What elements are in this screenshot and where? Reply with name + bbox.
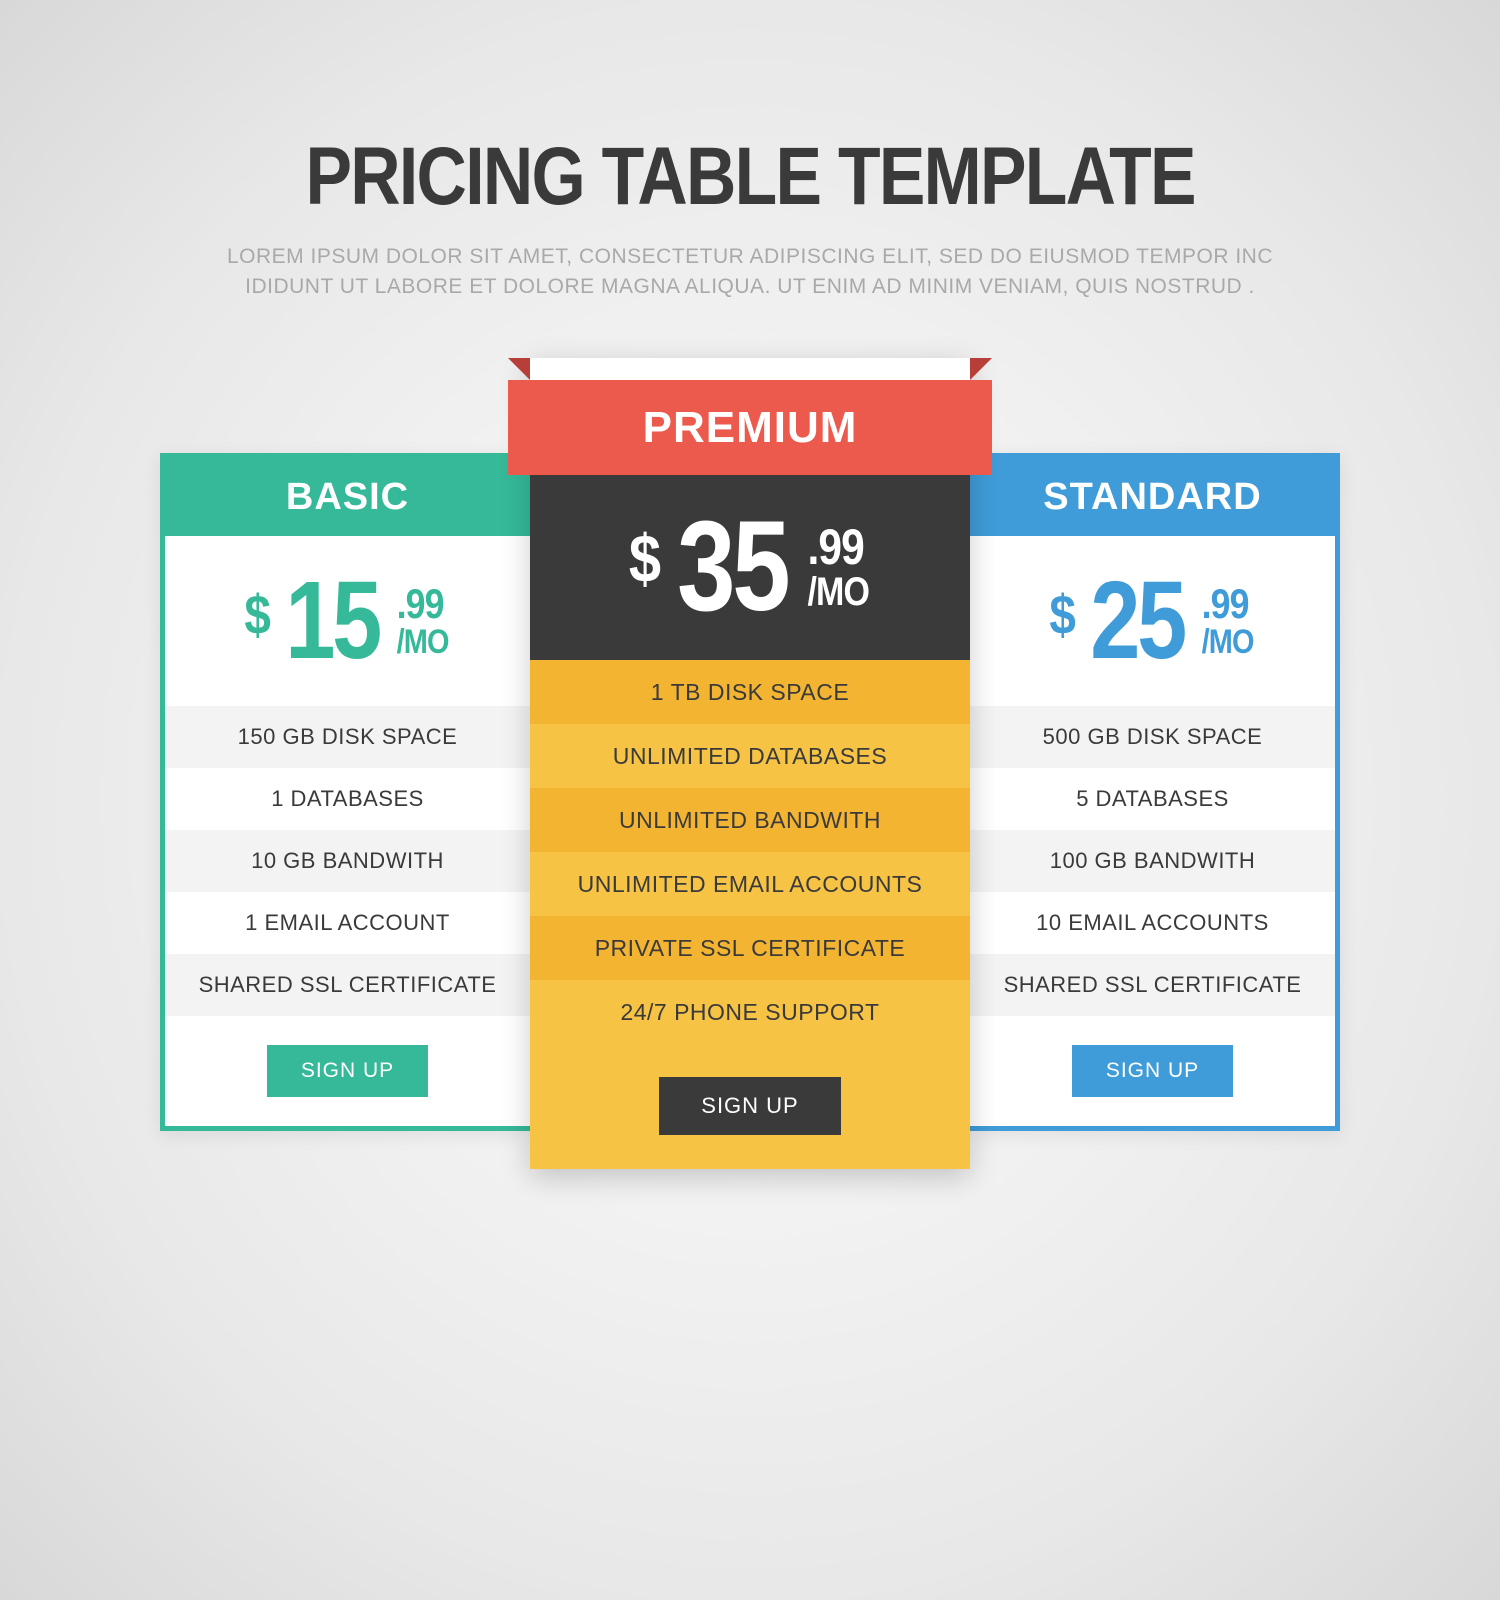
price-dollars: 15	[286, 566, 380, 676]
price-period: /MO	[1201, 625, 1253, 659]
plan-card-standard: STANDARD $ 25 .99 /MO 500 GB DISK SPACE …	[970, 453, 1340, 1131]
feature-item: 1 TB DISK SPACE	[530, 660, 970, 724]
price-period: /MO	[396, 625, 448, 659]
currency-symbol: $	[244, 582, 270, 647]
ribbon-fold-left	[508, 358, 530, 380]
feature-list-basic: 150 GB DISK SPACE 1 DATABASES 10 GB BAND…	[165, 706, 530, 1016]
feature-item: 24/7 PHONE SUPPORT	[530, 980, 970, 1044]
signup-button-standard[interactable]: SIGN UP	[1072, 1045, 1233, 1097]
plan-card-premium: PREMIUM $ 35 .99 /MO 1 TB DISK SPACE UNL…	[530, 358, 970, 1169]
currency-symbol: $	[628, 520, 660, 598]
feature-item: 500 GB DISK SPACE	[970, 706, 1335, 768]
feature-item: 10 EMAIL ACCOUNTS	[970, 892, 1335, 954]
plan-header-premium: PREMIUM	[508, 380, 992, 475]
page-title: PRICING TABLE TEMPLATE	[305, 130, 1194, 224]
feature-item: 1 DATABASES	[165, 768, 530, 830]
feature-item: UNLIMITED BANDWITH	[530, 788, 970, 852]
plan-header-basic: BASIC	[165, 458, 530, 536]
feature-item: UNLIMITED DATABASES	[530, 724, 970, 788]
plan-price-basic: $ 15 .99 /MO	[165, 536, 530, 706]
price-dollars: 35	[678, 503, 788, 631]
feature-item: 1 EMAIL ACCOUNT	[165, 892, 530, 954]
feature-list-standard: 500 GB DISK SPACE 5 DATABASES 100 GB BAN…	[970, 706, 1335, 1016]
cta-wrap-basic: SIGN UP	[165, 1016, 530, 1126]
feature-item: 10 GB BANDWITH	[165, 830, 530, 892]
plan-price-standard: $ 25 .99 /MO	[970, 536, 1335, 706]
price-cents: .99	[807, 522, 869, 572]
feature-item: PRIVATE SSL CERTIFICATE	[530, 916, 970, 980]
feature-item: 100 GB BANDWITH	[970, 830, 1335, 892]
page-subtitle: LOREM IPSUM DOLOR SIT AMET, CONSECTETUR …	[200, 242, 1300, 303]
price-dollars: 25	[1091, 566, 1185, 676]
plan-header-standard: STANDARD	[970, 458, 1335, 536]
price-cents: .99	[1201, 583, 1253, 625]
feature-item: 5 DATABASES	[970, 768, 1335, 830]
feature-item: SHARED SSL CERTIFICATE	[970, 954, 1335, 1016]
price-cents: .99	[396, 583, 448, 625]
plan-price-premium: $ 35 .99 /MO	[530, 475, 970, 660]
pricing-tables: BASIC $ 15 .99 /MO 150 GB DISK SPACE 1 D…	[160, 358, 1340, 1169]
ribbon-fold-right	[970, 358, 992, 380]
feature-item: 150 GB DISK SPACE	[165, 706, 530, 768]
currency-symbol: $	[1049, 582, 1075, 647]
feature-list-premium: 1 TB DISK SPACE UNLIMITED DATABASES UNLI…	[530, 660, 970, 1044]
price-period: /MO	[807, 572, 869, 612]
feature-item: UNLIMITED EMAIL ACCOUNTS	[530, 852, 970, 916]
feature-item: SHARED SSL CERTIFICATE	[165, 954, 530, 1016]
signup-button-premium[interactable]: SIGN UP	[659, 1077, 840, 1135]
cta-wrap-premium: SIGN UP	[530, 1044, 970, 1169]
plan-card-basic: BASIC $ 15 .99 /MO 150 GB DISK SPACE 1 D…	[160, 453, 530, 1131]
signup-button-basic[interactable]: SIGN UP	[267, 1045, 428, 1097]
cta-wrap-standard: SIGN UP	[970, 1016, 1335, 1126]
